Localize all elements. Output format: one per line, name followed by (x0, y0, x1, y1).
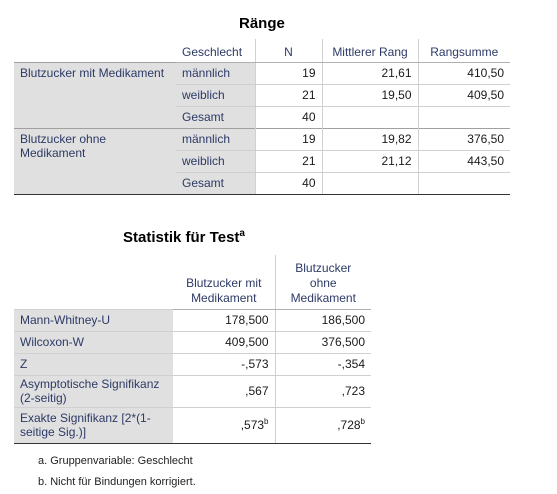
mean-rank-value: 19,50 (321, 83, 418, 106)
statistic-label: Z (14, 352, 173, 375)
statistic-value: 178,500 (173, 308, 275, 331)
n-value: 21 (254, 83, 322, 106)
statistic-number: -,354 (337, 357, 365, 371)
ranks-row: Gesamt 40 (14, 105, 510, 128)
header-geschlecht: Geschlecht (176, 39, 255, 63)
gender-label: weiblich (176, 149, 255, 172)
n-value: 19 (254, 61, 322, 84)
statistic-label: Mann-Whitney-U (14, 308, 173, 331)
statistic-number: ,723 (341, 384, 365, 398)
mean-rank-value: 19,82 (321, 127, 418, 150)
statistic-number: ,728 (337, 418, 361, 432)
n-value: 40 (254, 105, 322, 128)
rank-sum-value: 376,50 (417, 127, 510, 150)
statistic-footnote-mark: b (360, 417, 365, 426)
group-label: Blutzucker mit Medikament (14, 61, 176, 128)
test-stats-title: Statistik für Testa (123, 228, 245, 247)
gender-label: männlich (176, 61, 255, 84)
ranks-row: Gesamt 40 (14, 171, 510, 195)
test-stats-row: Wilcoxon-W 409,500 376,500 (14, 330, 371, 353)
footnote-b: b. Nicht für Bindungen korrigiert. (38, 476, 196, 488)
rank-sum-value: 409,50 (417, 83, 510, 106)
test-stats-title-text: Statistik für Test (123, 229, 240, 246)
statistic-number: 186,500 (321, 313, 365, 327)
group-label: Blutzucker ohne Medikament (14, 127, 176, 195)
statistic-value: ,728b (274, 406, 371, 444)
statistic-footnote-mark: b (264, 417, 269, 426)
header-n: N (254, 39, 322, 63)
ranks-row: Blutzucker ohne Medikament männlich 19 19,8… (14, 127, 510, 195)
gender-label: männlich (176, 127, 255, 150)
statistic-number: ,567 (245, 384, 269, 398)
statistic-value: 409,500 (173, 330, 275, 353)
statistic-value: ,567 (173, 374, 275, 407)
test-stats-row: Z -,573 -,354 (14, 352, 371, 375)
gender-label: Gesamt (176, 105, 255, 128)
footnote-a: a. Gruppenvariable: Geschlecht (38, 455, 193, 467)
statistic-number: ,573 (240, 418, 265, 432)
statistic-number: -,573 (241, 357, 269, 371)
ranks-table-title: Ränge (239, 15, 285, 32)
test-stats-title-footnote-mark: a (239, 228, 245, 239)
rank-sum-value (417, 171, 510, 195)
statistic-value: ,573b (173, 406, 275, 444)
header-mean-rank: Mittlerer Rang (321, 39, 418, 63)
test-stats-row: Mann-Whitney-U 178,500 186,500 (14, 308, 371, 331)
rank-sum-value (417, 105, 510, 128)
statistic-value: ,723 (274, 374, 371, 407)
header-rank-sum: Rangsumme (417, 39, 510, 63)
ranks-row: Blutzucker mit Medikament männlich 19 21,61… (14, 61, 510, 128)
statistic-value: -,573 (173, 352, 275, 375)
ranks-table: Geschlecht N Mittlerer Rang Rangsumme Bl… (14, 39, 510, 195)
rank-sum-value: 443,50 (417, 149, 510, 172)
statistic-label: Exakte Signifikanz [2*(1-seitige Sig.)] (14, 406, 173, 444)
rank-sum-value: 410,50 (417, 61, 510, 84)
n-value: 40 (254, 171, 322, 195)
ranks-row: weiblich 21 21,12 443,50 (14, 149, 510, 172)
statistic-label: Wilcoxon-W (14, 330, 173, 353)
statistic-value: 186,500 (274, 308, 371, 331)
header-blutzucker-mit: Blutzucker mit Medikament (173, 255, 275, 310)
n-value: 21 (254, 149, 322, 172)
n-value: 19 (254, 127, 322, 150)
test-stats-table: Blutzucker mit Medikament Blutzucker ohn… (14, 255, 371, 444)
gender-label: Gesamt (176, 171, 255, 195)
statistic-value: -,354 (274, 352, 371, 375)
statistic-label: Asymptotische Signifikanz (2-seitig) (14, 374, 173, 407)
mean-rank-value: 21,12 (321, 149, 418, 172)
test-stats-row: Asymptotische Signifikanz (2-seitig) ,567… (14, 374, 371, 407)
mean-rank-value: 21,61 (321, 61, 418, 84)
statistic-value: 376,500 (274, 330, 371, 353)
header-blutzucker-ohne: Blutzucker ohne Medikament (274, 255, 371, 310)
test-stats-row: Exakte Signifikanz [2*(1-seitige Sig.)],… (14, 406, 371, 444)
gender-label: weiblich (176, 83, 255, 106)
ranks-header-row: Geschlecht N Mittlerer Rang Rangsumme (14, 39, 510, 63)
mean-rank-value (321, 171, 418, 195)
ranks-row: weiblich 21 19,50 409,50 (14, 83, 510, 106)
statistic-number: 376,500 (321, 335, 365, 349)
mean-rank-value (321, 105, 418, 128)
statistic-number: 409,500 (225, 335, 269, 349)
statistic-number: 178,500 (225, 313, 269, 327)
test-stats-header-row: Blutzucker mit Medikament Blutzucker ohn… (14, 255, 371, 310)
